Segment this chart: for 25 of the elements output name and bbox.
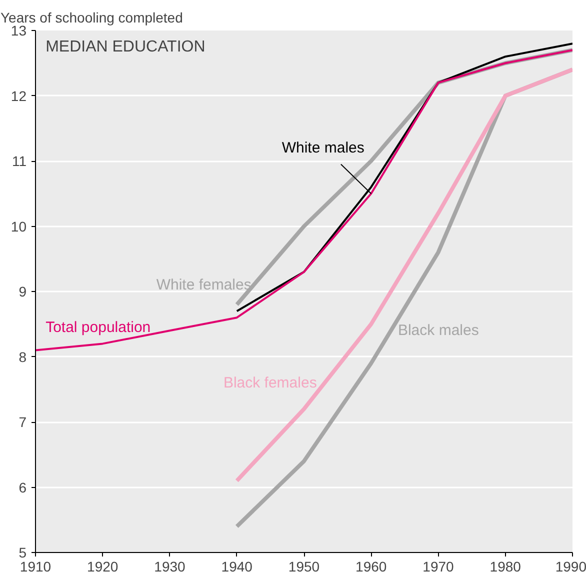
series-label: Total population bbox=[46, 318, 151, 336]
text: MEDIAN EDUCATION bbox=[46, 38, 206, 56]
x-tick-label: 1920 bbox=[87, 558, 118, 574]
y-tick-label: 5 bbox=[18, 544, 27, 560]
series-label: Black females bbox=[223, 374, 317, 392]
y-tick-label: 9 bbox=[18, 284, 27, 300]
y-tick-label: 10 bbox=[10, 218, 27, 234]
series-label: White females bbox=[156, 276, 252, 294]
y-axis-title: Years of schooling completed bbox=[0, 10, 183, 26]
x-tick-label: 1960 bbox=[356, 558, 387, 574]
x-tick-label: 1980 bbox=[490, 558, 522, 574]
y-tick-label: 11 bbox=[12, 153, 27, 169]
y-tick-label: 8 bbox=[18, 348, 27, 365]
series-label: Black males bbox=[398, 322, 479, 340]
y-tick-label: 6 bbox=[18, 479, 27, 496]
y-tick-label: 13 bbox=[10, 22, 27, 38]
y-tick-label: 7 bbox=[18, 414, 27, 430]
x-tick-label: 1910 bbox=[20, 558, 52, 574]
x-tick-label: 1950 bbox=[288, 558, 320, 574]
x-tick-label: 1940 bbox=[221, 558, 253, 574]
x-tick-label: 1970 bbox=[422, 558, 454, 574]
x-tick-label: 1930 bbox=[154, 558, 186, 574]
x-tick-label: 1990 bbox=[555, 558, 586, 574]
y-tick-label: 12 bbox=[10, 88, 27, 104]
series-label: White males bbox=[282, 139, 364, 156]
